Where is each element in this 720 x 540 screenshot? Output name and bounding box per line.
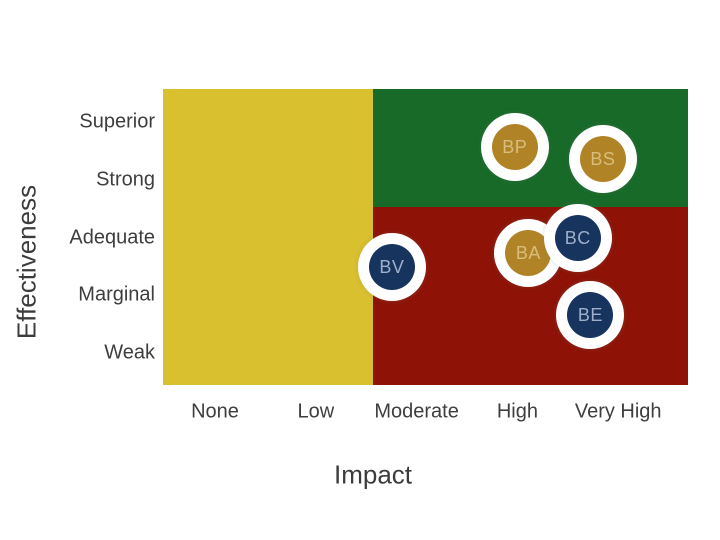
bubble-BP[interactable]: BP bbox=[491, 124, 538, 171]
y-tick-superior: Superior bbox=[79, 110, 155, 133]
x-tick-low: Low bbox=[297, 400, 335, 423]
bubble-BA[interactable]: BA bbox=[505, 229, 552, 276]
x-tick-high: High bbox=[496, 400, 538, 423]
bubble-label-BC: BC bbox=[564, 228, 591, 249]
x-tick-moderate: Moderate bbox=[374, 400, 459, 423]
y-tick-weak: Weak bbox=[104, 341, 155, 364]
y-tick-strong: Strong bbox=[96, 168, 155, 191]
x-tick-none: None bbox=[191, 400, 239, 423]
bubble-label-BV: BV bbox=[379, 257, 405, 278]
bubble-BC[interactable]: BC bbox=[554, 215, 601, 262]
bubble-BE[interactable]: BE bbox=[567, 292, 614, 339]
x-axis-title: Impact bbox=[333, 459, 413, 490]
y-tick-adequate: Adequate bbox=[69, 226, 155, 248]
bubble-BS[interactable]: BS bbox=[579, 135, 626, 182]
bubble-label-BP: BP bbox=[502, 137, 528, 158]
bubble-label-BE: BE bbox=[577, 305, 603, 326]
bubble-label-BA: BA bbox=[515, 242, 541, 263]
x-tick-very-high: Very High bbox=[574, 400, 662, 423]
plot-area: BP BS BV BA BC BE bbox=[163, 89, 688, 385]
bubble-BV[interactable]: BV bbox=[368, 244, 415, 291]
bubble-label-BS: BS bbox=[590, 148, 616, 169]
y-tick-marginal: Marginal bbox=[78, 283, 155, 306]
region-low-impact-zone bbox=[163, 89, 373, 385]
y-axis-title: Effectiveness bbox=[11, 184, 42, 340]
